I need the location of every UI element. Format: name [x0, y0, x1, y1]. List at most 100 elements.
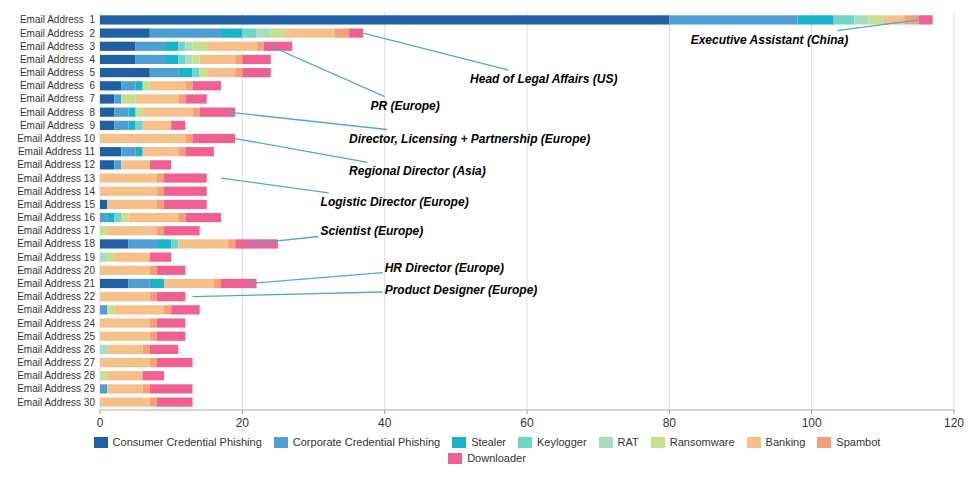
bar-segment: [207, 42, 257, 51]
x-tick: [669, 410, 670, 414]
bar-segment: [214, 279, 221, 288]
bar-segment: [128, 108, 135, 117]
bar-segment: [178, 239, 228, 248]
annotations: Executive Assistant (China)Head of Legal…: [193, 20, 919, 297]
bar-segment: [100, 279, 128, 288]
grid-line: [384, 12, 385, 410]
bar-segment: [150, 28, 221, 37]
bar-segment: [164, 200, 207, 209]
bar-segment: [143, 345, 150, 354]
x-tick-label: 80: [663, 416, 677, 430]
legend-label: Spambot: [836, 436, 880, 448]
bar-segment: [100, 318, 150, 327]
legend-swatch: [274, 437, 288, 448]
bar-segment: [136, 81, 143, 90]
bar-segment: [185, 94, 206, 103]
legend-item: Corporate Credential Phishing: [274, 436, 440, 448]
bar-segment: [185, 42, 192, 51]
bar-segment: [107, 213, 114, 222]
bar-segment: [100, 147, 121, 156]
bar-segment: [185, 55, 192, 64]
y-tick-label: Email Address 19: [17, 252, 95, 263]
y-tick-label: Email Address 29: [17, 383, 95, 394]
bar-segment: [136, 147, 143, 156]
bar-segment: [157, 187, 164, 196]
bar-segment: [100, 266, 150, 275]
legend-item: Consumer Credential Phishing: [94, 436, 262, 448]
y-tick-label: Email Address 14: [17, 186, 95, 197]
bar-segment: [107, 345, 143, 354]
annotation-line: [249, 237, 318, 244]
bar-segment: [100, 173, 157, 182]
legend-label: Corporate Credential Phishing: [293, 436, 440, 448]
legend-item: Ransomware: [651, 436, 735, 448]
x-tick: [384, 410, 385, 414]
x-tick: [811, 410, 812, 414]
bar-segment: [150, 358, 157, 367]
annotation-line: [221, 178, 329, 193]
bar-segment: [143, 81, 150, 90]
bar-segment: [100, 345, 107, 354]
bar-segment: [178, 68, 192, 77]
bar-segment: [157, 318, 185, 327]
bar-segment: [150, 384, 193, 393]
bar-segment: [164, 226, 200, 235]
bar-segment: [143, 147, 179, 156]
bar-segment: [114, 213, 121, 222]
legend-swatch: [747, 437, 761, 448]
y-tick-label: Email Address 10: [17, 133, 95, 144]
x-tick: [527, 410, 528, 414]
chart: 020406080100120Email Address 1Email Addr…: [0, 0, 974, 484]
legend-label: Stealer: [471, 436, 506, 448]
y-tick-label: Email Address 5: [20, 67, 95, 78]
bar-segment: [235, 55, 242, 64]
bar-segment: [178, 94, 185, 103]
legend-swatch: [518, 437, 532, 448]
bar-segment: [121, 147, 135, 156]
bar-segment: [335, 28, 349, 37]
bar-segment: [100, 292, 150, 301]
legend-swatch: [452, 437, 466, 448]
annotation: Scientist (Europe): [321, 224, 424, 238]
bar-segment: [100, 305, 107, 314]
bar-segment: [100, 358, 150, 367]
bar-segment: [100, 28, 150, 37]
bar-segment: [107, 384, 143, 393]
grid: [100, 12, 954, 410]
y-tick-label: Email Address 27: [17, 357, 95, 368]
legend-label: Downloader: [467, 452, 526, 464]
annotation: Executive Assistant (China): [691, 33, 849, 47]
bar-segment: [349, 28, 363, 37]
annotation-line: [249, 273, 382, 284]
x-tick-label: 40: [378, 416, 392, 430]
bar-segment: [136, 42, 164, 51]
bar-segment: [257, 28, 271, 37]
bar-segment: [100, 68, 150, 77]
legend-item: RAT: [599, 436, 639, 448]
legend-item: Downloader: [448, 452, 526, 464]
annotation-line: [271, 46, 385, 96]
y-tick-label: Email Address 20: [17, 265, 95, 276]
bar-segment: [193, 108, 200, 117]
bar-segment: [164, 173, 207, 182]
bar-segment: [100, 213, 107, 222]
x-tick: [100, 410, 101, 414]
bar-segment: [193, 81, 221, 90]
bar-segment: [228, 239, 235, 248]
bar-segment: [669, 15, 797, 24]
bar-segment: [193, 68, 200, 77]
y-tick-label: Email Address 12: [17, 159, 95, 170]
bar-segment: [164, 187, 207, 196]
y-tick-label: Email Address 22: [17, 291, 95, 302]
bar-segment: [100, 108, 114, 117]
annotation: HR Director (Europe): [385, 261, 504, 275]
bar-segment: [136, 108, 143, 117]
bar-segment: [136, 94, 179, 103]
bar-segment: [157, 239, 171, 248]
bar-segment: [242, 28, 256, 37]
annotation-line: [228, 112, 387, 129]
bar-segment: [100, 371, 107, 380]
annotation: PR (Europe): [370, 99, 439, 113]
legend-swatch: [817, 437, 831, 448]
annotation-line: [837, 20, 918, 31]
